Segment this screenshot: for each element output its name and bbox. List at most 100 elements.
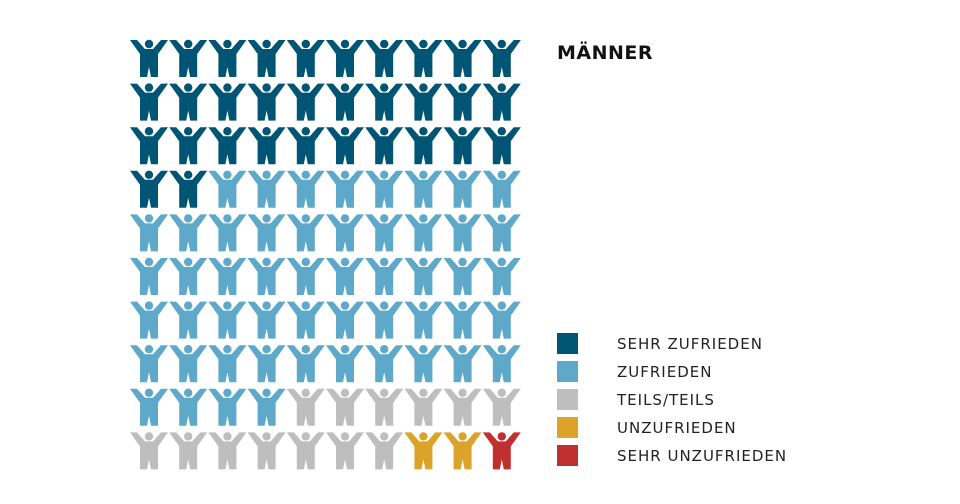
person-icon-zufrieden [326, 345, 364, 383]
person-icon-sehr-zufrieden [169, 83, 208, 121]
legend-swatch-zufrieden [557, 361, 578, 382]
person-icon-zufrieden [326, 170, 364, 208]
person-icon-sehr-zufrieden [169, 127, 208, 165]
person-icon-zufrieden [326, 301, 364, 339]
person-icon-sehr-zufrieden [326, 83, 364, 121]
person-icon-sehr-zufrieden [443, 39, 482, 77]
person-icon-zufrieden [286, 301, 325, 339]
person-icon-zufrieden [404, 301, 443, 339]
person-icon-sehr-zufrieden [443, 127, 482, 165]
person-icon-sehr-zufrieden [326, 127, 364, 165]
person-icon-zufrieden [482, 257, 521, 295]
person-icon-sehr-zufrieden [482, 83, 521, 121]
person-icon-teils-teils [365, 432, 404, 470]
person-icon-teils-teils [130, 432, 168, 470]
person-icon-zufrieden [169, 257, 208, 295]
person-icon-teils-teils [208, 432, 247, 470]
person-icon-sehr-zufrieden [130, 39, 168, 77]
person-icon-teils-teils [247, 432, 286, 470]
person-icon-sehr-zufrieden [404, 127, 443, 165]
person-icon-sehr-zufrieden [482, 39, 521, 77]
person-icon-teils-teils [365, 388, 404, 426]
person-icon-zufrieden [404, 170, 443, 208]
person-icon-zufrieden [208, 345, 247, 383]
person-icon-zufrieden [365, 214, 404, 252]
person-icon-zufrieden [208, 301, 247, 339]
person-icon-teils-teils [482, 388, 521, 426]
person-icon-sehr-zufrieden [247, 39, 286, 77]
person-icon-zufrieden [365, 301, 404, 339]
person-icon-zufrieden [365, 345, 404, 383]
legend-swatch-sehr-unzufrieden [557, 445, 578, 466]
person-icon-zufrieden [169, 345, 208, 383]
person-icon-zufrieden [130, 257, 168, 295]
person-icon-sehr-zufrieden [482, 127, 521, 165]
person-icon-sehr-unzufrieden [482, 432, 521, 470]
legend-swatch-sehr-zufrieden [557, 333, 578, 354]
person-icon-zufrieden [208, 214, 247, 252]
person-icon-zufrieden [404, 257, 443, 295]
person-icon-sehr-zufrieden [365, 127, 404, 165]
person-icon-zufrieden [443, 345, 482, 383]
legend-label-zufrieden: ZUFRIEDEN [617, 363, 713, 381]
person-icon-zufrieden [365, 170, 404, 208]
person-icon-unzufrieden [404, 432, 443, 470]
person-icon-sehr-zufrieden [365, 83, 404, 121]
person-icon-teils-teils [404, 388, 443, 426]
person-icon-sehr-zufrieden [130, 170, 168, 208]
person-icon-zufrieden [247, 301, 286, 339]
person-icon-sehr-zufrieden [404, 83, 443, 121]
person-icon-sehr-zufrieden [286, 83, 325, 121]
person-icon-zufrieden [208, 257, 247, 295]
person-icon-sehr-zufrieden [286, 39, 325, 77]
person-icon-sehr-zufrieden [208, 39, 247, 77]
person-icon-zufrieden [286, 257, 325, 295]
person-icon-teils-teils [169, 432, 208, 470]
person-icon-zufrieden [443, 301, 482, 339]
person-icon-sehr-zufrieden [130, 127, 168, 165]
person-icon-sehr-zufrieden [208, 127, 247, 165]
person-icon-zufrieden [326, 214, 364, 252]
person-icon-zufrieden [247, 170, 286, 208]
person-icon-zufrieden [286, 170, 325, 208]
person-icon-zufrieden [247, 214, 286, 252]
person-icon-zufrieden [208, 388, 247, 426]
person-icon-sehr-zufrieden [443, 83, 482, 121]
person-icon-zufrieden [130, 301, 168, 339]
person-icon-zufrieden [404, 345, 443, 383]
person-icon-sehr-zufrieden [169, 39, 208, 77]
person-icon-zufrieden [208, 170, 247, 208]
legend-label-sehr-zufrieden: SEHR ZUFRIEDEN [617, 335, 763, 353]
person-icon-zufrieden [286, 345, 325, 383]
person-icon-zufrieden [130, 345, 168, 383]
person-icon-zufrieden [443, 257, 482, 295]
person-icon-teils-teils [286, 432, 325, 470]
person-icon-sehr-zufrieden [169, 170, 208, 208]
person-icon-zufrieden [286, 214, 325, 252]
person-icon-sehr-zufrieden [286, 127, 325, 165]
person-icon-zufrieden [247, 388, 286, 426]
person-icon-zufrieden [443, 214, 482, 252]
person-icon-zufrieden [130, 388, 168, 426]
person-icon-zufrieden [482, 301, 521, 339]
legend-label-unzufrieden: UNZUFRIEDEN [617, 419, 737, 437]
legend-label-sehr-unzufrieden: SEHR UNZUFRIEDEN [617, 447, 788, 465]
person-icon-zufrieden [169, 388, 208, 426]
legend-swatch-unzufrieden [557, 417, 578, 438]
person-icon-zufrieden [365, 257, 404, 295]
person-icon-sehr-zufrieden [247, 127, 286, 165]
person-icon-zufrieden [443, 170, 482, 208]
person-icon-unzufrieden [443, 432, 482, 470]
person-icon-zufrieden [482, 170, 521, 208]
person-icon-zufrieden [169, 301, 208, 339]
person-icon-sehr-zufrieden [326, 39, 364, 77]
person-icon-teils-teils [286, 388, 325, 426]
person-icon-zufrieden [482, 214, 521, 252]
person-icon-sehr-zufrieden [247, 83, 286, 121]
person-icon-zufrieden [247, 345, 286, 383]
person-icon-zufrieden [404, 214, 443, 252]
person-icon-sehr-zufrieden [130, 83, 168, 121]
person-icon-sehr-zufrieden [208, 83, 247, 121]
